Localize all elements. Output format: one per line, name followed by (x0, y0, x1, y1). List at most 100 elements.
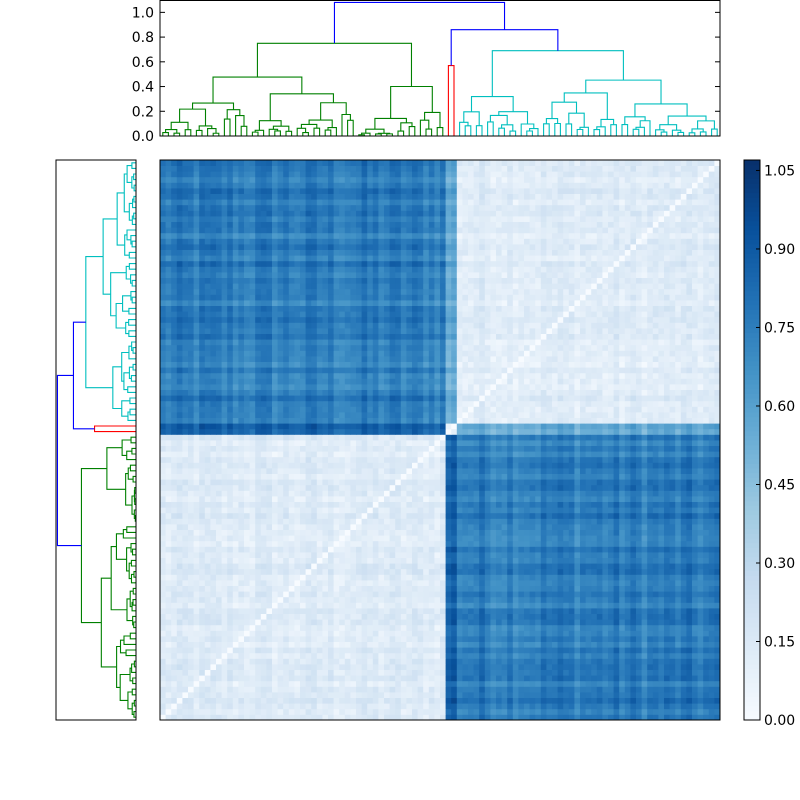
heatmap-cell (462, 630, 469, 637)
heatmap-cell (652, 535, 659, 542)
heatmap-cell (227, 557, 234, 564)
heatmap-cell (227, 563, 234, 570)
heatmap-cell (260, 602, 267, 609)
heatmap-cell (647, 624, 654, 631)
heatmap-cell (389, 529, 396, 536)
heatmap-cell (328, 602, 334, 609)
heatmap-cell (322, 518, 329, 525)
heatmap-cell (557, 708, 564, 715)
heatmap-cell (339, 608, 346, 614)
heatmap-cell (490, 647, 497, 654)
heatmap-cell (490, 501, 497, 508)
heatmap-cell (294, 708, 301, 715)
heatmap-cell (658, 692, 665, 698)
heatmap-cell (199, 692, 206, 698)
heatmap-cell (697, 524, 704, 530)
heatmap-cell (339, 658, 346, 665)
heatmap-cell (647, 714, 654, 721)
heatmap-cell (580, 641, 586, 648)
heatmap-cell (378, 647, 385, 654)
heatmap-cell (193, 580, 200, 586)
heatmap-cell (272, 574, 278, 581)
heatmap-cell (675, 484, 682, 491)
heatmap-cell (529, 602, 536, 609)
heatmap-cell (456, 675, 463, 682)
heatmap-cell (367, 456, 374, 463)
heatmap-cell (283, 675, 290, 682)
green-link (133, 621, 136, 629)
heatmap-cell (423, 647, 430, 654)
heatmap-cell (283, 518, 290, 525)
heatmap-cell (490, 630, 497, 637)
heatmap-cell (619, 658, 626, 665)
heatmap-cell (367, 546, 374, 553)
heatmap-cell (361, 501, 368, 508)
heatmap-cell (400, 585, 407, 592)
heatmap-cell (613, 529, 620, 536)
heatmap-cell (703, 501, 710, 508)
heatmap-cell (333, 692, 340, 698)
heatmap-cell (316, 462, 323, 469)
heatmap-cell (540, 636, 547, 642)
heatmap-cell (563, 496, 570, 502)
heatmap-cell (445, 585, 452, 592)
heatmap-cell (160, 479, 166, 486)
heatmap-cell (557, 669, 564, 676)
heatmap-cell (462, 608, 469, 614)
heatmap-cell (255, 496, 262, 502)
heatmap-cell (574, 473, 581, 480)
heatmap-cell (686, 468, 693, 474)
heatmap-cell (440, 540, 446, 547)
heatmap-cell (456, 456, 463, 463)
heatmap-cell (333, 669, 340, 676)
heatmap-cell (344, 692, 351, 698)
heatmap-cell (602, 518, 609, 525)
cyan-link (128, 366, 134, 379)
heatmap-cell (484, 490, 491, 497)
heatmap-cell (272, 580, 278, 586)
heatmap-cell (535, 664, 542, 670)
heatmap-cell (244, 496, 250, 502)
heatmap-cell (216, 535, 222, 542)
heatmap-cell (445, 574, 452, 581)
heatmap-cell (356, 624, 362, 631)
heatmap-cell (468, 697, 474, 704)
heatmap-cell (406, 451, 413, 458)
heatmap-cell (445, 512, 452, 519)
heatmap-cell (272, 546, 278, 553)
heatmap-cell (524, 529, 530, 536)
heatmap-cell (647, 630, 654, 637)
heatmap-cell (473, 602, 480, 609)
heatmap-cell (703, 473, 710, 480)
heatmap-cell (602, 675, 609, 682)
heatmap-cell (641, 540, 648, 547)
heatmap-cell (372, 456, 379, 463)
heatmap-cell (361, 692, 368, 698)
heatmap-cell (300, 535, 306, 542)
heatmap-cell (641, 563, 648, 570)
heatmap-cell (165, 708, 172, 715)
heatmap-cell (400, 641, 407, 648)
heatmap-cell (468, 703, 474, 710)
heatmap-cell (238, 574, 245, 581)
heatmap-cell (630, 496, 637, 502)
heatmap-cell (658, 613, 665, 620)
heatmap-cell (613, 496, 620, 502)
heatmap-cell (193, 524, 200, 530)
heatmap-cell (356, 675, 362, 682)
heatmap-cell (540, 484, 547, 491)
heatmap-cell (232, 669, 239, 676)
heatmap-cell (165, 535, 172, 542)
heatmap-cell (288, 490, 295, 497)
heatmap-cell (244, 501, 250, 508)
heatmap-cell (372, 484, 379, 491)
heatmap-cell (692, 692, 698, 698)
heatmap-cell (216, 451, 222, 458)
heatmap-cell (619, 692, 626, 698)
heatmap-cell (227, 602, 234, 609)
heatmap-cell (652, 563, 659, 570)
heatmap-cell (171, 652, 178, 659)
heatmap-cell (204, 636, 211, 642)
cyan-link (568, 112, 585, 128)
heatmap-cell (423, 552, 430, 558)
